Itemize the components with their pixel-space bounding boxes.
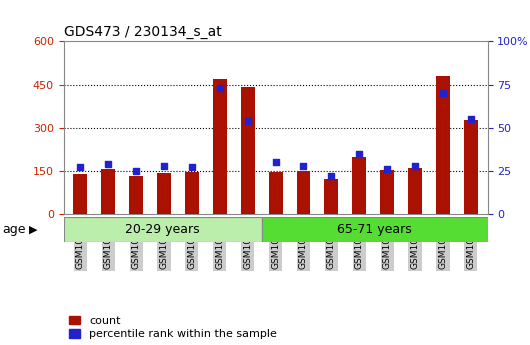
- Point: [188, 165, 196, 170]
- Point: [271, 159, 280, 165]
- Bar: [380, 170, 394, 214]
- Bar: [241, 87, 255, 214]
- Point: [466, 116, 475, 122]
- Bar: [213, 79, 227, 214]
- Bar: [352, 157, 366, 214]
- Text: ▶: ▶: [29, 225, 38, 234]
- Point: [355, 151, 364, 156]
- Text: 20-29 years: 20-29 years: [125, 223, 200, 236]
- Point: [383, 166, 392, 172]
- Point: [411, 163, 419, 168]
- Bar: [464, 120, 478, 214]
- Text: 65-71 years: 65-71 years: [337, 223, 412, 236]
- Point: [439, 90, 447, 96]
- Bar: [64, 217, 262, 241]
- Text: age: age: [3, 223, 26, 236]
- Point: [243, 118, 252, 124]
- Bar: [101, 169, 115, 214]
- Bar: [436, 77, 450, 214]
- Point: [160, 163, 168, 168]
- Point: [104, 161, 112, 167]
- Bar: [262, 217, 488, 241]
- Point: [132, 168, 140, 174]
- Text: GDS473 / 230134_s_at: GDS473 / 230134_s_at: [64, 25, 222, 39]
- Bar: [408, 168, 422, 214]
- Point: [327, 173, 335, 179]
- Bar: [185, 171, 199, 214]
- Bar: [269, 171, 282, 214]
- Bar: [129, 176, 143, 214]
- Bar: [324, 179, 338, 214]
- Legend: count, percentile rank within the sample: count, percentile rank within the sample: [69, 316, 277, 339]
- Point: [76, 165, 85, 170]
- Point: [299, 163, 308, 168]
- Bar: [296, 171, 311, 214]
- Point: [216, 85, 224, 91]
- Bar: [73, 174, 87, 214]
- Bar: [157, 173, 171, 214]
